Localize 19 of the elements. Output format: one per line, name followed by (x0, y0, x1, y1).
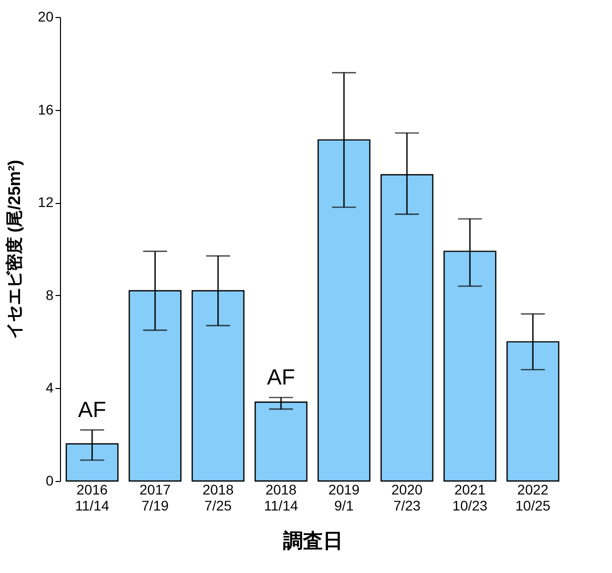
x-tick-label: 2021 10/23 (452, 482, 488, 514)
x-axis-title: 調査日 (283, 530, 343, 552)
y-tick-label: 20 (38, 8, 54, 24)
annotation: AF (78, 396, 106, 422)
x-tick-label: 2020 7/23 (391, 482, 423, 514)
y-tick-label: 0 (46, 472, 54, 488)
x-tick-label: 2022 10/25 (515, 482, 551, 514)
x-tick-label: 2017 7/19 (140, 482, 171, 514)
y-tick-label: 4 (46, 380, 54, 396)
y-axis-title: イセエビ密度 (尾/25m²) (4, 160, 24, 340)
x-tick-label: 2018 11/14 (264, 482, 298, 514)
x-tick-label: 2016 11/14 (75, 482, 110, 514)
x-tick-label: 2018 7/25 (202, 482, 234, 514)
y-tick-label: 12 (38, 194, 54, 210)
x-tick-label: 2019 9/1 (328, 482, 360, 514)
y-tick-label: 8 (46, 286, 54, 303)
bar (254, 402, 308, 482)
annotation: AF (266, 364, 296, 390)
y-tick-label: 16 (38, 101, 54, 118)
